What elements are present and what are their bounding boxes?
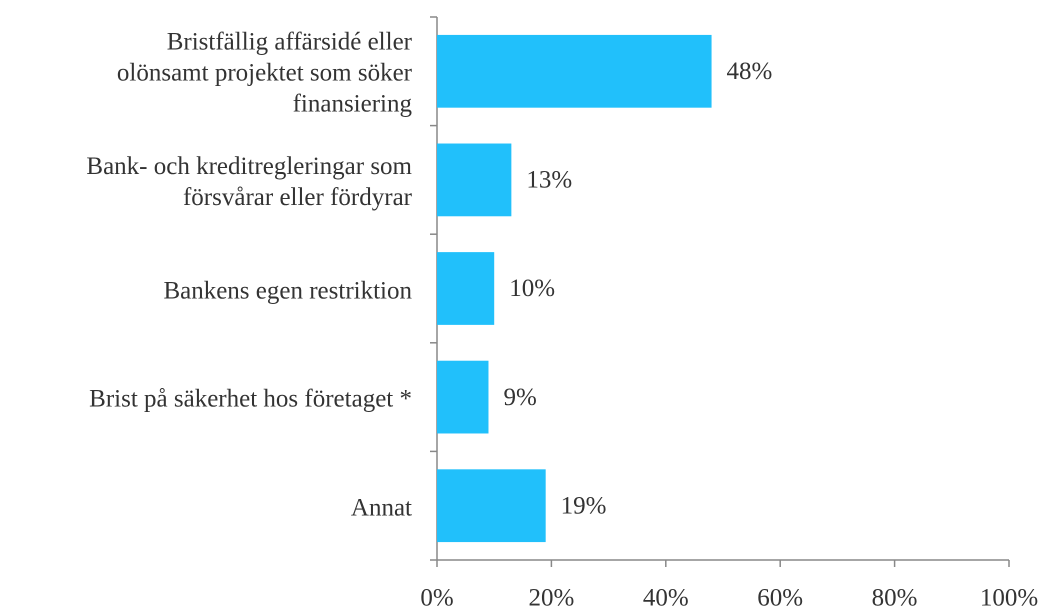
bar <box>437 360 489 434</box>
x-tick-label: 80% <box>872 585 918 612</box>
x-tick-label: 60% <box>757 585 803 612</box>
value-label: 48% <box>727 58 773 85</box>
category-label: Bankens egen restriktion <box>163 277 412 304</box>
category-label: Annat <box>350 494 412 522</box>
value-label: 13% <box>526 167 572 194</box>
category-label: Bristfällig affärsidé eller olönsamt pro… <box>116 28 412 118</box>
category-label: Bank- och kreditregleringar som försvåra… <box>86 152 412 211</box>
category-label: Brist på säkerhet hos företaget * <box>89 385 412 413</box>
bar <box>437 34 712 108</box>
value-label: 9% <box>503 384 536 411</box>
value-label: 10% <box>509 275 555 302</box>
x-tick-label: 0% <box>420 585 453 612</box>
bar <box>437 143 512 217</box>
bar <box>437 252 495 325</box>
x-tick-label: 100% <box>980 585 1038 612</box>
value-label: 19% <box>561 492 607 519</box>
bar <box>437 469 546 543</box>
x-tick-label: 20% <box>528 585 574 612</box>
x-tick-label: 40% <box>643 585 689 612</box>
